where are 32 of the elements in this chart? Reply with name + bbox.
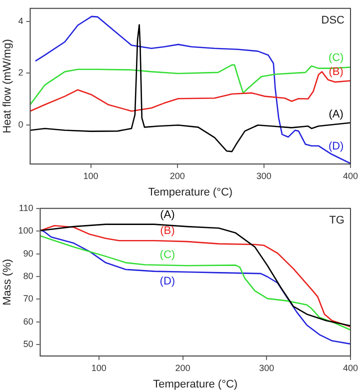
y-axis-title: Heat flow (mW/mg) [2,39,14,134]
series-label: (C) [328,52,344,64]
series-label: (A) [160,209,175,222]
y-tick-label: 80 [23,271,34,282]
series-label: (C) [160,249,176,262]
series-label: (B) [160,225,175,238]
x-tick-label: 100 [91,362,106,373]
x-tick-label: 400 [342,170,358,181]
y-tick-label: 2 [18,68,24,78]
y-tick-label: 70 [23,294,34,304]
x-tick-label: 200 [170,170,185,181]
annotation: DSC [321,14,345,26]
y-tick-label: 0 [18,120,24,130]
x-tick-label: 300 [256,170,272,181]
y-tick-label: 100 [18,226,34,236]
series-label: (A) [328,108,344,120]
x-axis-title: Temperature (°C) [148,186,233,198]
x-tick-label: 100 [83,170,98,181]
series-label: (D) [328,140,344,152]
y-tick-label: 50 [23,339,34,350]
series-label: (B) [328,66,344,78]
y-tick-label: 60 [23,316,34,326]
x-tick-label: 300 [259,362,274,373]
x-tick-label: 200 [175,362,190,373]
series-label: (D) [160,276,176,288]
x-axis-title: Temperature (°C) [153,378,238,390]
y-tick-label: 110 [18,202,34,213]
annotation: TG [329,214,344,226]
x-tick-label: 400 [342,362,358,373]
y-axis-title: Mass (%) [2,258,14,306]
y-tick-label: 4 [18,16,24,26]
y-tick-label: 90 [23,248,34,258]
